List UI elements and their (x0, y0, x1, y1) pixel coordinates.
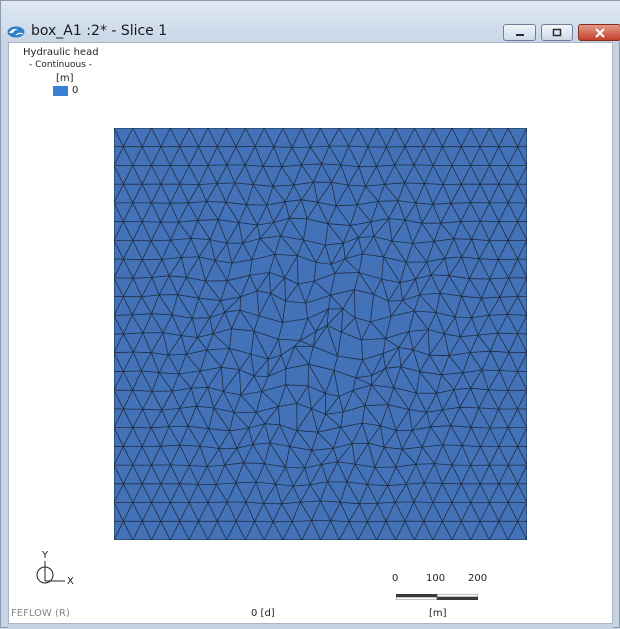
mesh-edge (208, 502, 227, 503)
legend-mode: - Continuous - (29, 60, 92, 70)
scale-tick-100: 100 (426, 573, 445, 584)
maximize-icon (552, 28, 562, 37)
mesh-domain (114, 128, 527, 540)
scale-bar (396, 594, 478, 600)
axis-x-label: X (67, 576, 74, 587)
view-canvas[interactable]: Hydraulic head - Continuous - [m] 0 Y X … (8, 42, 613, 624)
mesh-edge (430, 355, 450, 356)
mesh-edge (133, 240, 151, 241)
title-bar[interactable]: box_A1 :2* - Slice 1 (1, 1, 620, 41)
axis-y-label: Y (41, 550, 49, 561)
mesh-edge (498, 259, 517, 260)
mesh-edge (169, 426, 188, 427)
scale-bar-labels: 0 100 200 (389, 573, 499, 587)
minimize-button[interactable] (503, 24, 536, 41)
mesh-edge (424, 483, 442, 484)
mesh-edge (182, 257, 200, 258)
mesh-edge (414, 502, 433, 503)
close-icon (594, 28, 606, 38)
feflow-brand-label: FEFLOW (R) (11, 608, 70, 619)
simulation-time: 0 [d] (251, 608, 275, 619)
maximize-button[interactable] (541, 24, 573, 41)
legend-value: 0 (72, 85, 78, 96)
minimize-icon (515, 29, 525, 37)
scale-tick-0: 0 (392, 573, 398, 584)
legend-unit: [m] (56, 73, 74, 84)
mesh-edge (454, 239, 472, 240)
feflow-wave-icon (7, 24, 25, 38)
mesh-edge (490, 428, 508, 429)
finite-element-mesh[interactable] (114, 128, 527, 540)
window-title: box_A1 :2* - Slice 1 (31, 23, 167, 39)
scale-tick-200: 200 (468, 573, 487, 584)
legend-title: Hydraulic head (23, 47, 99, 59)
window-bottom-edge (8, 624, 613, 629)
axis-orientation-icon: Y X (31, 548, 79, 588)
close-button[interactable] (578, 24, 620, 41)
mesh-edge (414, 165, 433, 166)
mesh-edge (367, 521, 386, 522)
scale-unit: [m] (429, 608, 447, 619)
mesh-edge (254, 376, 268, 377)
mesh-edge (208, 165, 227, 166)
legend-swatch (53, 86, 68, 96)
mesh-edge (142, 222, 160, 223)
